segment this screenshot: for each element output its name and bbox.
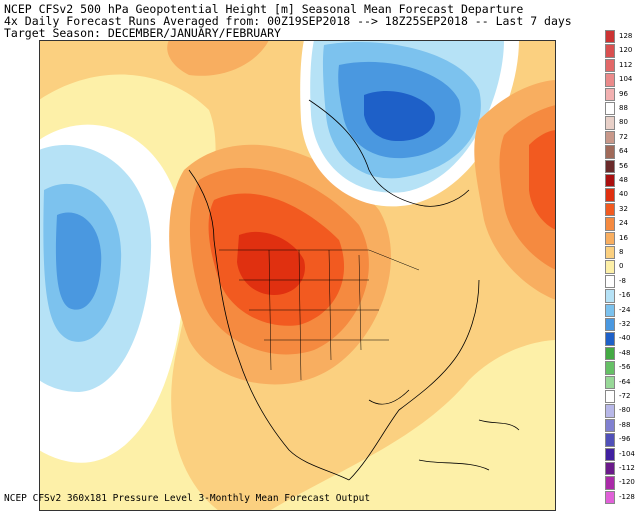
- borders: [219, 249, 420, 381]
- color-swatch: [605, 87, 615, 101]
- color-label: -24: [619, 305, 631, 314]
- anomaly-map: [39, 40, 556, 511]
- color-label: -112: [619, 464, 635, 472]
- color-label: 8: [619, 248, 624, 256]
- color-swatch: [605, 202, 615, 217]
- color-swatch: [605, 361, 615, 375]
- color-label: -72: [619, 392, 631, 400]
- color-label: 16: [619, 233, 628, 242]
- color-swatch: [605, 260, 615, 274]
- color-label: -48: [619, 348, 631, 357]
- color-swatch: [605, 433, 615, 447]
- field-zone-neg-40: [364, 91, 435, 142]
- color-swatch: [605, 145, 615, 159]
- color-swatch: [605, 375, 615, 389]
- field-zone-pos-32: [529, 130, 556, 230]
- color-label: -16: [619, 291, 631, 300]
- color-label: -80: [619, 406, 631, 415]
- color-scale: 128 120 112 104 96 88 80 72 64 56 48 40 32 24 16 8 0 -8 -1…: [602, 30, 640, 512]
- color-swatch: [605, 58, 615, 73]
- color-swatch: [605, 30, 615, 44]
- color-label: 128: [619, 32, 633, 40]
- field-zone-pos-40: [237, 231, 305, 295]
- color-label: 56: [619, 161, 628, 170]
- color-swatch: [605, 174, 615, 188]
- color-swatch: [605, 73, 615, 87]
- color-swatch: [605, 346, 615, 361]
- color-swatch: [605, 447, 615, 461]
- color-label: 120: [619, 46, 633, 55]
- color-label: 96: [619, 89, 628, 98]
- color-swatch: [605, 476, 615, 490]
- color-swatch: [605, 418, 615, 433]
- color-label: 64: [619, 147, 628, 156]
- color-swatch: [605, 390, 615, 404]
- color-swatch: [605, 159, 615, 173]
- color-swatch: [605, 274, 615, 289]
- color-label: 48: [619, 176, 628, 184]
- color-label: -40: [619, 334, 631, 343]
- color-swatch: [605, 231, 615, 245]
- color-label: 24: [619, 219, 628, 228]
- color-swatch: [605, 490, 615, 505]
- color-swatch: [605, 102, 615, 116]
- color-swatch: [605, 289, 615, 303]
- color-swatch: [605, 44, 615, 58]
- color-label: -128: [619, 492, 635, 501]
- footer-text: NCEP CFSv2 360x181 Pressure Level 3-Mont…: [4, 493, 371, 504]
- color-label: -120: [619, 478, 635, 487]
- color-label: -104: [619, 449, 635, 458]
- color-label: -88: [619, 420, 631, 429]
- color-swatch: [605, 246, 615, 260]
- color-label: -32: [619, 320, 631, 328]
- color-swatch: [605, 318, 615, 332]
- title-line-2: 4x Daily Forecast Runs Averaged from: 00…: [4, 14, 572, 28]
- color-label: -56: [619, 363, 631, 372]
- color-swatch: [605, 404, 615, 418]
- color-label: 32: [619, 204, 628, 213]
- field-zone-neg-32: [55, 212, 102, 310]
- color-label: 40: [619, 190, 628, 199]
- color-swatch: [605, 130, 615, 145]
- color-label: 0: [619, 262, 624, 271]
- color-swatch: [605, 188, 615, 202]
- title-line-1: NCEP CFSv2 500 hPa Geopotential Height […: [4, 2, 524, 16]
- color-label: 72: [619, 132, 628, 141]
- title-line-3: Target Season: DECEMBER/JANUARY/FEBRUARY: [4, 26, 281, 40]
- color-swatch: [605, 332, 615, 346]
- color-label: 104: [619, 75, 633, 84]
- color-label: -64: [619, 377, 631, 386]
- color-label: -8: [619, 276, 626, 285]
- color-label: 80: [619, 118, 628, 127]
- color-label: 112: [619, 60, 633, 69]
- coastlines: [188, 99, 520, 481]
- color-label: -96: [619, 435, 631, 444]
- field-zone-pos-16: [167, 40, 269, 76]
- color-swatch: [605, 462, 615, 476]
- color-swatch: [605, 217, 615, 231]
- color-label: 88: [619, 104, 628, 112]
- color-swatch: [605, 116, 615, 130]
- color-swatch: [605, 303, 615, 317]
